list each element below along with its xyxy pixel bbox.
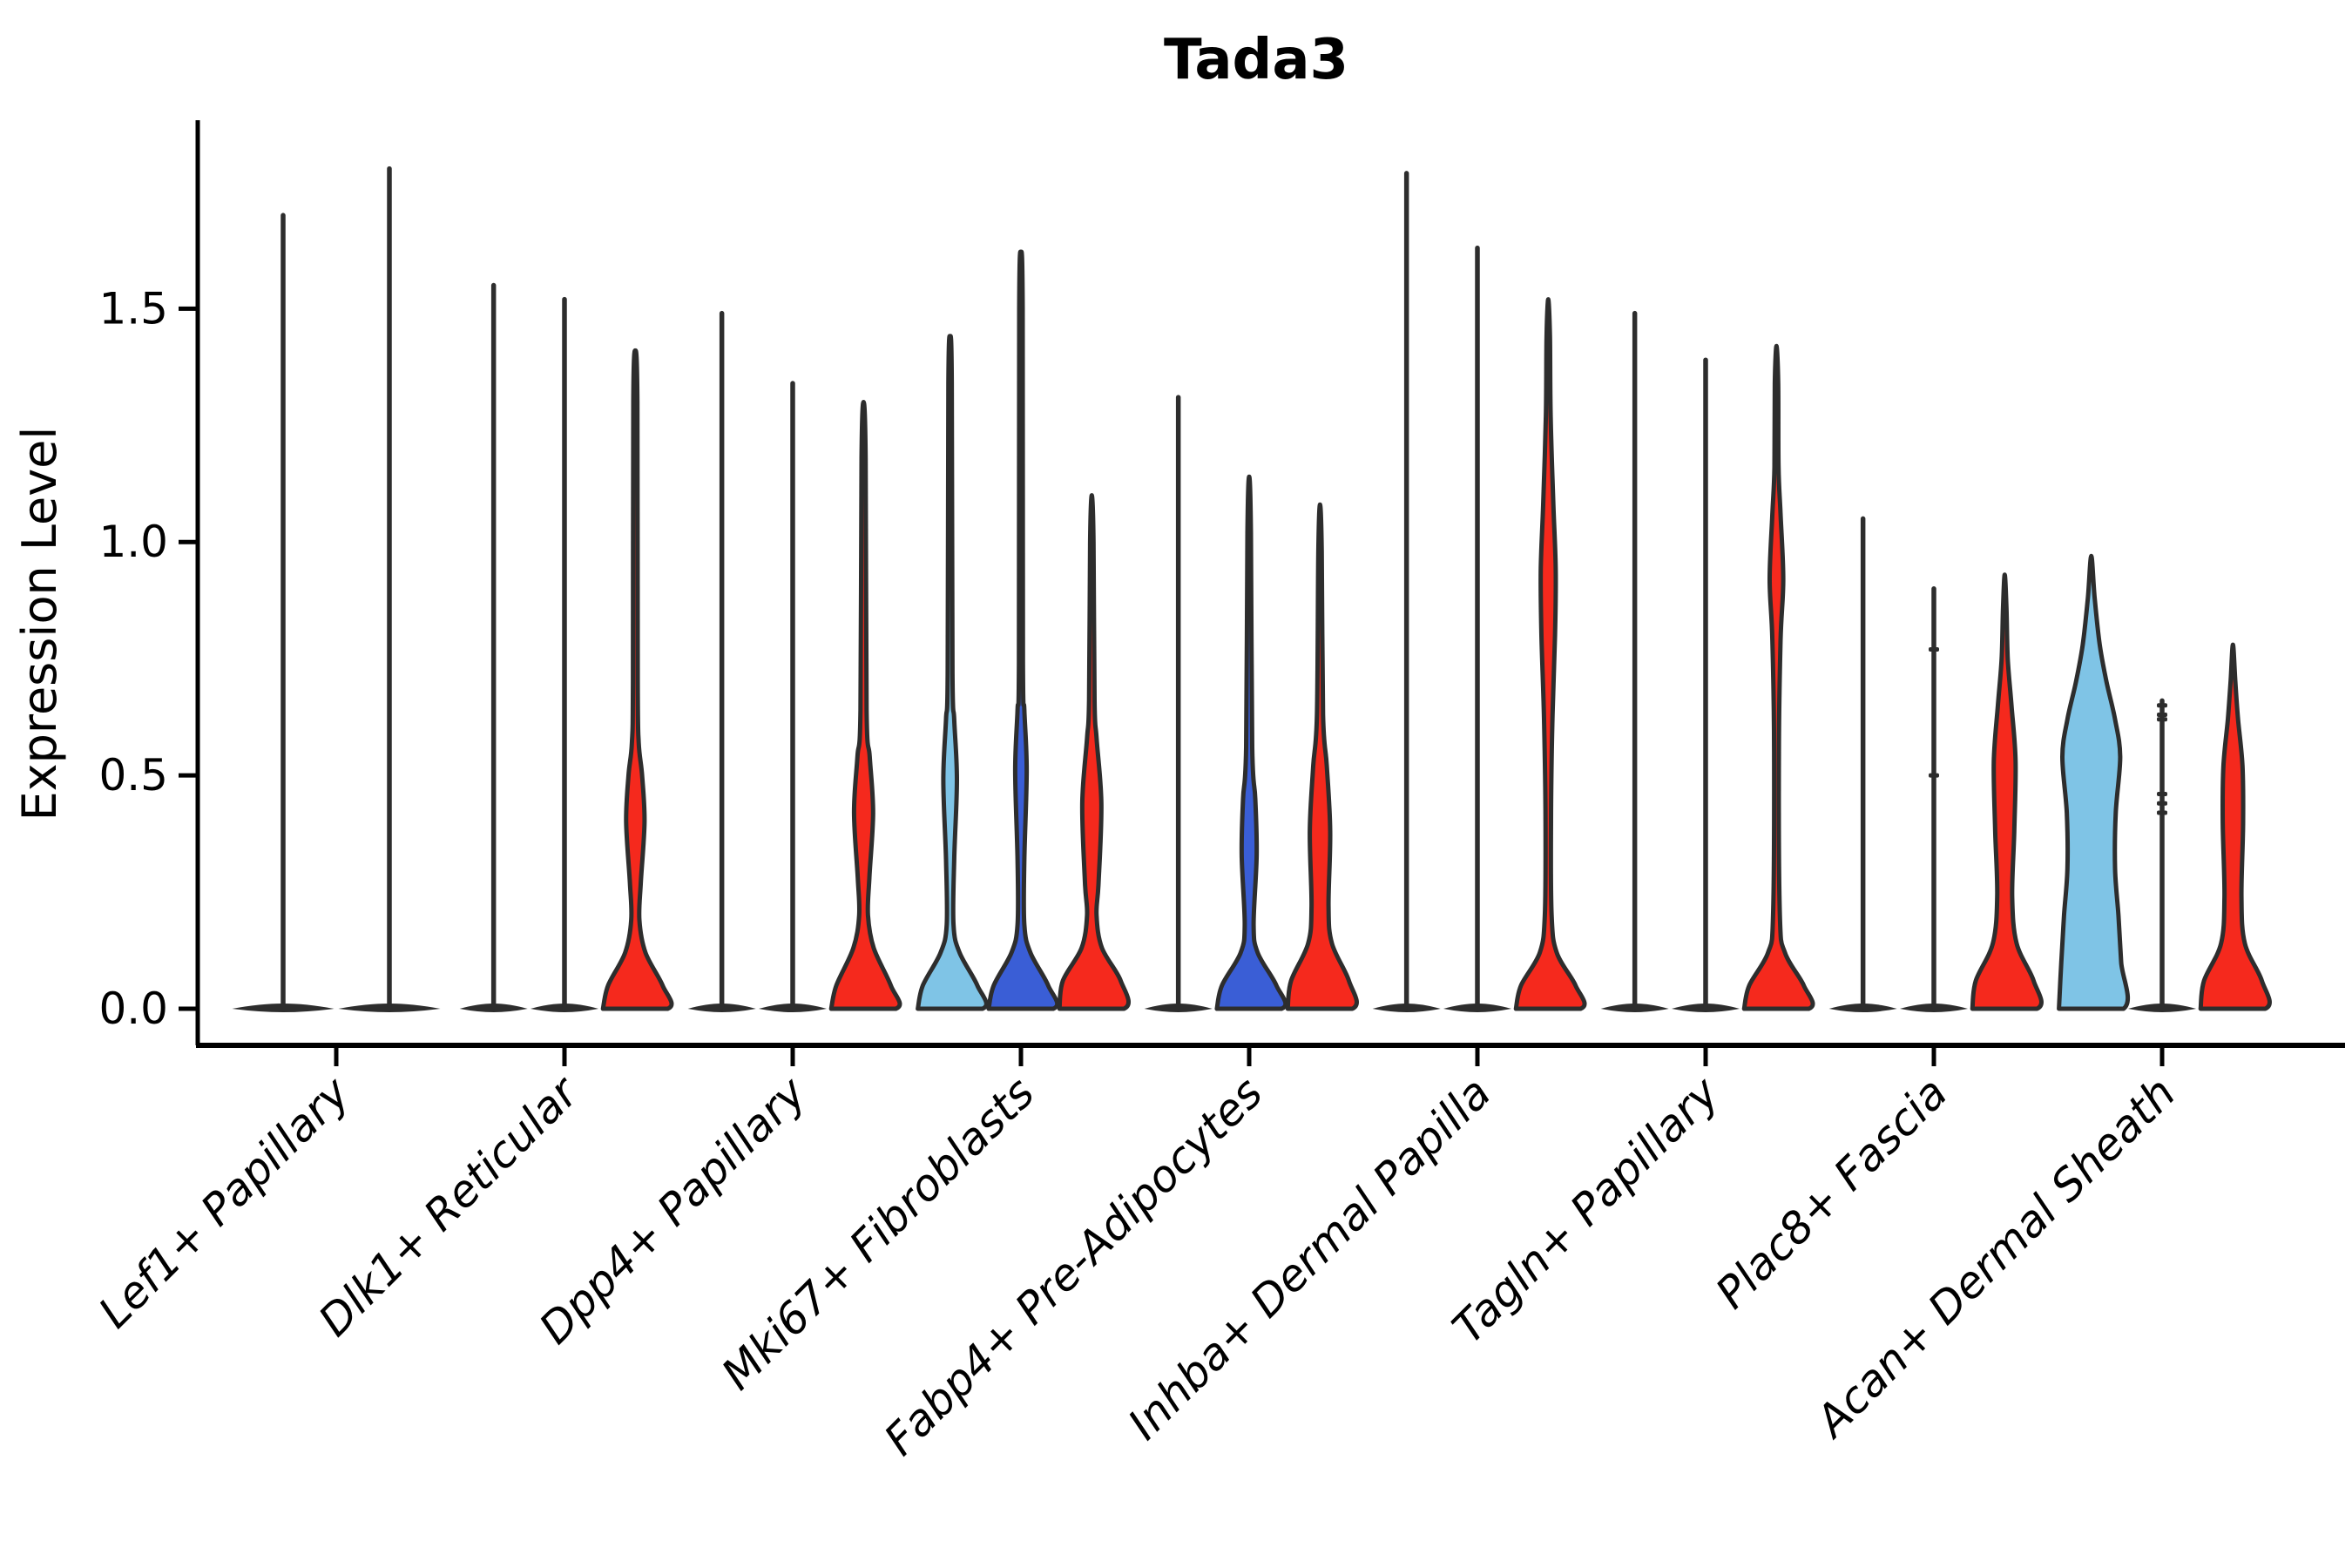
y-axis-label: Expression Level — [12, 427, 67, 821]
violin-acan-dermal-sheath-2-thin-data-dash — [2157, 703, 2167, 708]
violin-mki67-fibroblasts-1-lightblue — [916, 334, 989, 1011]
violin-plac8-fascia-2-thin-data-dash — [1929, 773, 1939, 778]
violin-acan-dermal-sheath-2-thin-data-dash — [2157, 792, 2167, 797]
violin-mki67-fibroblasts-3-red — [1057, 493, 1131, 1011]
violin-plac8-fascia-2-thin-data-dash — [1929, 646, 1939, 652]
violin-dlk1-reticular-3-red — [600, 348, 674, 1011]
violin-acan-dermal-sheath-2-thin-data-dash — [2157, 801, 2167, 806]
violin-fabp4-pre-adipocytes-2-blue — [1214, 474, 1288, 1011]
x-tick-label-lef1-papillary: Lef1+ Papillary — [89, 1066, 360, 1337]
violin-acan-dermal-sheath-2-thin-data-dash — [2157, 717, 2167, 722]
y-tick-label: 0.5 — [98, 750, 168, 801]
x-tick-label-fabp4-pre-adipocytes: Fabp4+ Pre-Adipocytes — [875, 1067, 1273, 1465]
chart-title: Tada3 — [1164, 28, 1348, 92]
x-tick-label-inhba-dermal-papilla: Inhba+ Dermal Papilla — [1119, 1067, 1500, 1449]
violin-acan-dermal-sheath-2-thin-data-dash — [2157, 712, 2167, 717]
violin-acan-dermal-sheath-2-thin-data-dash — [2157, 810, 2167, 815]
x-tick-label-acan-dermal-sheath: Acan+ Dermal Sheath — [1805, 1067, 2186, 1448]
y-tick-label: 0.0 — [98, 983, 168, 1034]
y-tick-label: 1.5 — [98, 283, 168, 334]
violin-acan-dermal-sheath-3-red — [2198, 642, 2272, 1011]
violins — [232, 166, 2272, 1012]
x-tick-label-plac8-fascia: Plac8+ Fascia — [1707, 1067, 1957, 1318]
violin-tagln-papillary-3-red — [1741, 343, 1815, 1011]
axes: 0.0 0.5 1.0 1.5 — [98, 120, 2345, 1048]
violin-mki67-fibroblasts-2-blue — [986, 249, 1060, 1011]
violin-fabp4-pre-adipocytes-3-red — [1285, 502, 1359, 1011]
violin-inhba-dermal-papilla-3-red — [1513, 297, 1587, 1011]
violin-dpp4-papillary-3-red — [828, 400, 902, 1011]
violin-plac8-fascia-3-red — [1970, 572, 2044, 1011]
y-tick-label: 1.0 — [98, 517, 168, 567]
violin-acan-dermal-sheath-1-lightblue — [2057, 553, 2131, 1011]
